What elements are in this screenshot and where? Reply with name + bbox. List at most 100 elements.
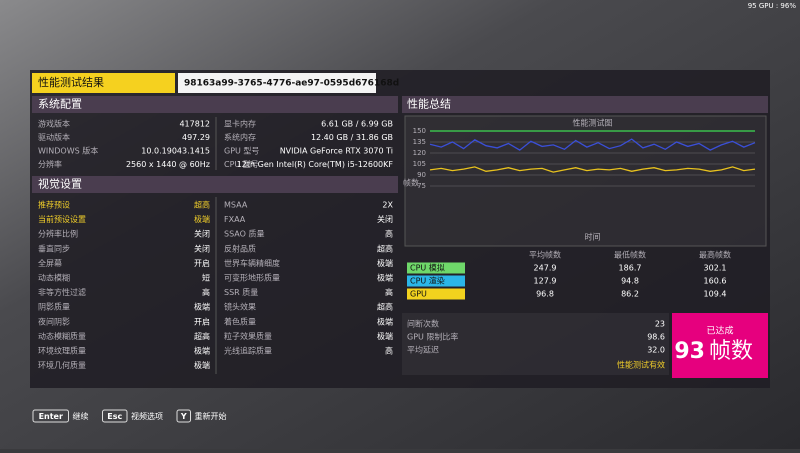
setting-label: 镜头效果	[224, 302, 256, 312]
key-action[interactable]: 重新开始	[195, 411, 227, 421]
setting-label: 系统内存	[224, 132, 256, 142]
setting-label: 夜间阴影	[38, 316, 70, 326]
setting-label: 显卡内存	[224, 119, 256, 129]
setting-value: 开启	[194, 258, 210, 268]
stat-label: GPU 限制比率	[407, 332, 458, 342]
table-header: 最低帧数	[614, 250, 646, 260]
chart-title: 性能测试图	[573, 118, 613, 128]
setting-label: 动态模糊质量	[38, 331, 86, 341]
setting-value: 短	[202, 273, 210, 283]
setting-value: 极端	[194, 214, 210, 224]
table-cell: 247.9	[534, 264, 557, 273]
setting-value: 高	[385, 229, 393, 239]
section-title: 系统配置	[38, 98, 82, 111]
setting-value: 超高	[194, 331, 210, 341]
table-cell: 302.1	[704, 264, 727, 273]
title: 性能测试结果	[38, 75, 104, 89]
table-cell: 186.7	[619, 264, 642, 273]
table-cell: 94.8	[621, 277, 639, 286]
setting-label: 环境纹理质量	[38, 346, 86, 356]
setting-value: 超高	[377, 243, 393, 253]
setting-value: 高	[202, 287, 210, 297]
setting-label: 可变形地形质量	[224, 273, 280, 283]
setting-label: 粒子效果质量	[224, 331, 272, 341]
legend-chip	[407, 262, 465, 274]
setting-value: 极端	[377, 258, 393, 268]
key-name: Enter	[39, 412, 63, 421]
setting-label: 反射品质	[224, 243, 256, 253]
setting-value: 高	[385, 346, 393, 356]
chart-box	[404, 115, 767, 247]
main-panel	[30, 70, 770, 388]
setting-label: 游戏版本	[38, 119, 70, 129]
setting-label: 世界车辆精细度	[224, 258, 280, 268]
stats-box	[402, 313, 669, 375]
setting-label: MSAA	[224, 201, 248, 210]
y-tick-label: 120	[413, 149, 426, 157]
x-axis-label: 时间	[585, 232, 601, 242]
section-title: 视觉设置	[38, 177, 82, 191]
table-cell: 109.4	[704, 290, 727, 299]
key-action[interactable]: 继续	[73, 411, 89, 421]
y-tick-label: 105	[413, 160, 426, 168]
key-action[interactable]: 视频选项	[131, 411, 163, 421]
section-title: 性能总结	[407, 97, 451, 111]
setting-label: 垂直同步	[38, 243, 70, 253]
setting-value: 开启	[194, 316, 210, 326]
setting-label: 分辨率比例	[38, 229, 78, 239]
setting-value: 6.61 GB / 6.99 GB	[321, 120, 393, 129]
id-box	[178, 73, 376, 93]
y-axis-label: 帧数	[403, 178, 419, 188]
key-name: Y	[180, 412, 187, 421]
stat-label: 间断次数	[407, 319, 439, 329]
fps-line	[429, 166, 756, 173]
setting-value: 417812	[179, 120, 210, 129]
setting-value: 10.0.19043.1415	[141, 147, 210, 156]
fps-line	[429, 138, 756, 151]
setting-value: 2X	[382, 201, 393, 210]
table-cell: 96.8	[536, 290, 554, 299]
setting-label: FXAA	[224, 215, 246, 224]
setting-label: SSAO 质量	[224, 229, 264, 239]
section-bar	[32, 176, 398, 193]
y-tick-label: 75	[417, 182, 426, 190]
setting-value: 超高	[377, 302, 393, 312]
legend-label: CPU 模拟	[410, 263, 445, 273]
key-chip	[32, 409, 69, 423]
setting-label: 光线追踪质量	[224, 346, 272, 356]
run-id: 98163a99-3765-4776-ae97-0595d676168d	[184, 79, 399, 89]
stat-label: 平均延迟	[407, 345, 439, 355]
setting-value: 高	[385, 287, 393, 297]
section-bar	[402, 96, 768, 113]
gpu-overlay: 95 GPU : 96%	[748, 2, 797, 10]
setting-value: 极端	[377, 331, 393, 341]
table-cell: 127.9	[534, 277, 557, 286]
setting-value: 12.40 GB / 31.86 GB	[311, 133, 393, 142]
table-header: 平均帧数	[529, 250, 561, 260]
legend-label: CPU 渲染	[410, 276, 445, 286]
key-chip	[176, 409, 191, 423]
stat-value: 98.6	[647, 333, 665, 342]
setting-label: 当前预设设置	[38, 214, 86, 224]
valid-status: 性能测试有效	[617, 360, 665, 370]
result-value: 93	[674, 339, 705, 364]
key-chip	[102, 409, 128, 423]
table-header: 最高帧数	[699, 250, 731, 260]
result-box	[672, 313, 768, 378]
setting-value: 极端	[194, 360, 210, 370]
setting-label: 全屏幕	[38, 258, 62, 268]
setting-value: 关闭	[194, 243, 210, 253]
table-cell: 160.6	[704, 277, 727, 286]
key-name: Esc	[107, 412, 122, 421]
setting-label: 阴影质量	[38, 302, 70, 312]
table-cell: 86.2	[621, 290, 639, 299]
setting-label: 驱动版本	[38, 132, 70, 142]
legend-label: GPU	[410, 290, 427, 299]
setting-label: GPU 型号	[224, 147, 259, 156]
setting-value: 极端	[194, 346, 210, 356]
setting-value: 超高	[194, 200, 210, 210]
setting-label: 着色质量	[224, 316, 256, 326]
setting-label: WINDOWS 版本	[38, 146, 98, 156]
legend-chip	[407, 288, 465, 300]
